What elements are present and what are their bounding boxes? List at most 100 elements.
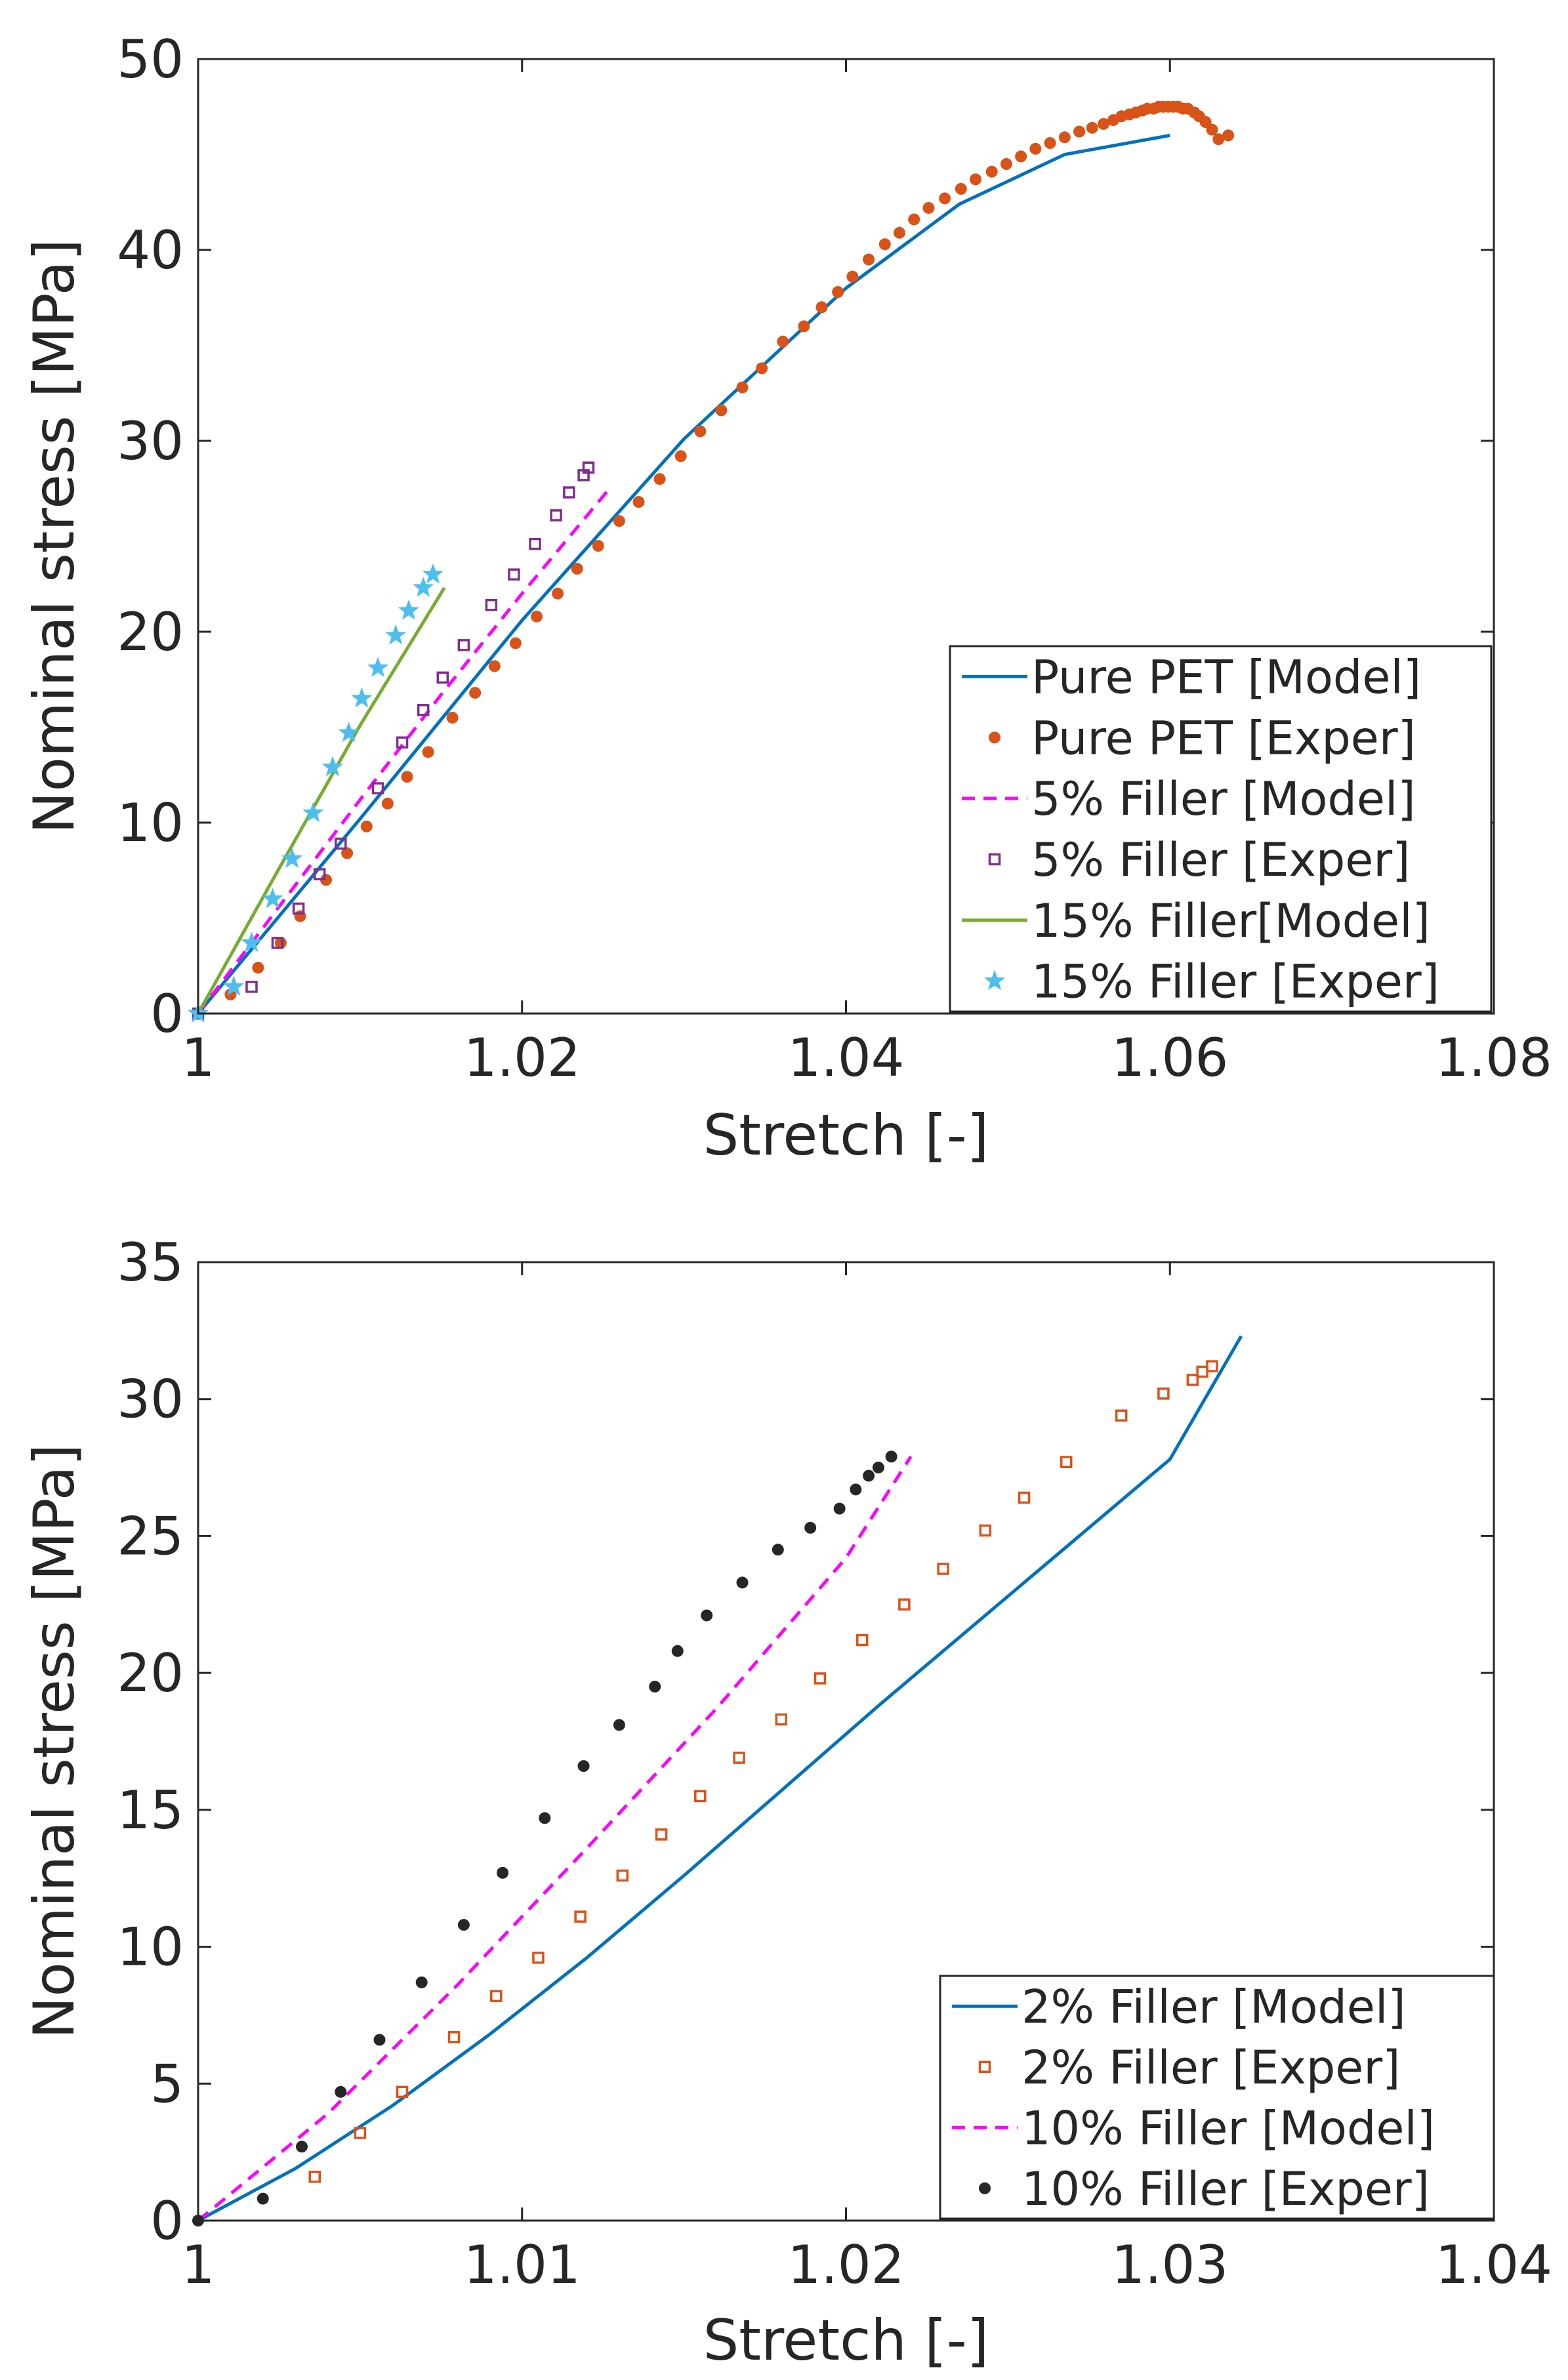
pure-pet-exper-point-35 bbox=[908, 213, 920, 226]
series-markers-10-filler-exper bbox=[192, 1450, 897, 2226]
15-filler-exper-point-3 bbox=[262, 888, 283, 909]
series-line-15-filler-model bbox=[198, 586, 446, 1015]
legend-entry-pure-pet-model: Pure PET [Model] bbox=[962, 650, 1421, 704]
legend-entry-2-filler-model: 2% Filler [Model] bbox=[952, 1980, 1406, 2034]
x-tick-label: 1.02 bbox=[464, 1027, 581, 1088]
y-tick-label: 10 bbox=[117, 792, 184, 853]
legend-label: 10% Filler [Model] bbox=[1021, 2101, 1435, 2155]
15-filler-exper-point-13 bbox=[422, 563, 444, 584]
5-filler-exper-point-14 bbox=[550, 509, 562, 522]
legend-swatch bbox=[989, 731, 1001, 744]
pure-pet-exper-point-31 bbox=[846, 270, 859, 283]
5-filler-exper-point-8 bbox=[417, 704, 430, 716]
legend: Pure PET [Model] Pure PET [Exper] 5% Fille… bbox=[949, 645, 1493, 1013]
x-tick-label: 1.01 bbox=[464, 2234, 581, 2295]
chart-pet-stress-stretch: 1 1.02 1.04 1.06 1.08 0 10 20 30 40 50 Stretch [-] N… bbox=[22, 29, 1552, 1168]
pure-pet-exper-point-67 bbox=[1212, 133, 1225, 146]
series-group bbox=[187, 100, 1235, 1023]
series-group bbox=[192, 1335, 1243, 2226]
5-filler-exper-point-7 bbox=[396, 736, 409, 749]
pure-pet-exper-point-24 bbox=[715, 404, 728, 417]
legend-entry-10-filler-model: 10% Filler [Model] bbox=[952, 2101, 1435, 2155]
y-tick-label: 20 bbox=[117, 1643, 184, 1704]
legend-label: 15% Filler[Model] bbox=[1031, 894, 1430, 948]
10-filler-exper-point-20 bbox=[872, 1462, 884, 1474]
2-filler-exper-point-21 bbox=[1186, 1374, 1199, 1386]
x-tick-label: 1.04 bbox=[1435, 2234, 1552, 2295]
legend-label: Pure PET [Model] bbox=[1031, 650, 1421, 704]
pure-pet-exper-point-23 bbox=[694, 425, 707, 438]
pure-pet-exper-point-29 bbox=[815, 301, 828, 314]
series-markers-2-filler-exper bbox=[308, 1360, 1218, 2183]
10-filler-exper-point-16 bbox=[804, 1521, 817, 1534]
10-filler-exper-point-13 bbox=[701, 1609, 713, 1622]
legend-label: 2% Filler [Model] bbox=[1021, 1980, 1406, 2034]
2-filler-exper-point-14 bbox=[898, 1598, 911, 1611]
series-markers-5-filler-exper bbox=[192, 461, 595, 1020]
pure-pet-exper-point-11 bbox=[446, 711, 459, 724]
2-filler-exper-point-7 bbox=[616, 1869, 629, 1882]
5-filler-exper-point-17 bbox=[582, 461, 595, 474]
5-filler-exper-point-2 bbox=[271, 937, 284, 949]
y-tick-label: 40 bbox=[117, 220, 184, 281]
5-filler-exper-point-4 bbox=[313, 868, 326, 880]
10-filler-exper-point-5 bbox=[415, 1976, 428, 1988]
legend-entry-10-filler-exper: 10% Filler [Exper] bbox=[979, 2162, 1430, 2216]
legend-entry-5-filler-exper: 5% Filler [Exper] bbox=[988, 833, 1410, 887]
10-filler-exper-point-7 bbox=[497, 1866, 509, 1879]
pure-pet-exper-point-39 bbox=[970, 173, 981, 186]
pure-pet-exper-point-43 bbox=[1029, 142, 1042, 155]
legend-entry-15-filler-model: 15% Filler[Model] bbox=[962, 894, 1430, 948]
y-tick-label: 0 bbox=[150, 2190, 184, 2251]
5-filler-exper-point-1 bbox=[245, 981, 258, 993]
2-filler-exper-point-0 bbox=[308, 2170, 321, 2183]
10-filler-exper-point-10 bbox=[613, 1719, 625, 1731]
y-tick-label: 15 bbox=[117, 1780, 184, 1841]
pure-pet-exper-point-6 bbox=[341, 847, 354, 859]
x-tick-label: 1.06 bbox=[1111, 1027, 1228, 1088]
15-filler-exper-point-10 bbox=[385, 624, 407, 645]
pure-pet-exper-point-13 bbox=[488, 660, 501, 672]
10-filler-exper-point-3 bbox=[335, 2085, 347, 2098]
y-tick-label: 5 bbox=[150, 2053, 184, 2114]
pure-pet-exper-point-7 bbox=[360, 820, 373, 832]
pure-pet-exper-point-10 bbox=[422, 746, 434, 758]
pure-pet-exper-point-33 bbox=[878, 238, 891, 251]
pure-pet-exper-point-42 bbox=[1015, 150, 1027, 163]
pure-pet-exper-point-40 bbox=[985, 165, 998, 178]
x-tick-label: 1.08 bbox=[1435, 1027, 1552, 1088]
legend-entry-5-filler-model: 5% Filler [Model] bbox=[962, 772, 1416, 826]
10-filler-exper-point-14 bbox=[736, 1576, 749, 1589]
y-tick-label: 35 bbox=[117, 1232, 184, 1293]
5-filler-exper-point-15 bbox=[563, 486, 575, 499]
10-filler-exper-point-1 bbox=[257, 2192, 269, 2205]
2-filler-exper-point-5 bbox=[532, 1952, 545, 1964]
pure-pet-exper-point-41 bbox=[1000, 158, 1012, 171]
pure-pet-exper-point-25 bbox=[736, 381, 749, 394]
legend-swatch bbox=[988, 853, 1001, 866]
10-filler-exper-point-12 bbox=[671, 1645, 684, 1657]
x-tick-label: 1.02 bbox=[787, 2234, 904, 2295]
pure-pet-exper-point-32 bbox=[863, 253, 875, 266]
pure-pet-exper-point-28 bbox=[798, 320, 810, 333]
pure-pet-exper-point-22 bbox=[674, 450, 687, 462]
pure-pet-exper-point-66 bbox=[1206, 123, 1218, 136]
legend-box bbox=[949, 645, 1493, 1013]
pure-pet-exper-point-48 bbox=[1098, 117, 1110, 130]
2-filler-exper-point-9 bbox=[694, 1790, 707, 1803]
legend-label: 5% Filler [Exper] bbox=[1031, 833, 1410, 887]
2-filler-exper-point-11 bbox=[775, 1713, 787, 1726]
10-filler-exper-point-4 bbox=[373, 2034, 386, 2046]
2-filler-exper-point-2 bbox=[396, 2085, 409, 2099]
pure-pet-exper-point-38 bbox=[955, 182, 967, 195]
pure-pet-exper-point-37 bbox=[939, 192, 951, 205]
pure-pet-exper-point-19 bbox=[613, 515, 625, 527]
2-filler-exper-point-1 bbox=[354, 2127, 367, 2139]
pure-pet-exper-point-26 bbox=[756, 362, 768, 375]
pure-pet-exper-point-68 bbox=[1222, 129, 1235, 142]
2-filler-exper-point-10 bbox=[733, 1752, 745, 1764]
pure-pet-exper-point-16 bbox=[552, 587, 564, 600]
2-filler-exper-point-13 bbox=[856, 1633, 869, 1647]
x-tick-label: 1.03 bbox=[1111, 2234, 1228, 2295]
x-axis-label: Stretch [-] bbox=[703, 2308, 989, 2373]
